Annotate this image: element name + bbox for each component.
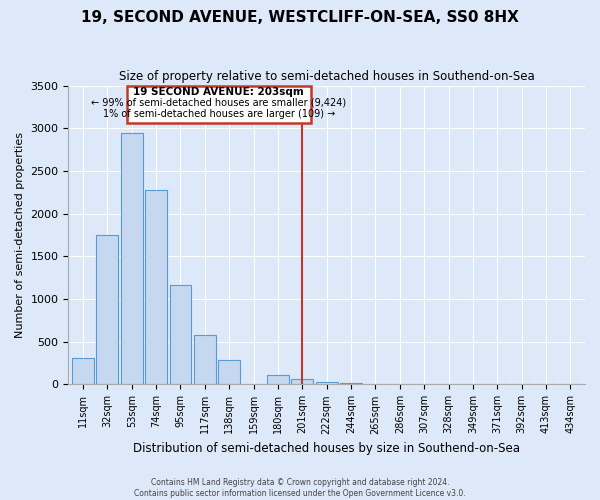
Bar — [170, 286, 191, 384]
Bar — [194, 335, 216, 384]
Bar — [218, 360, 240, 384]
Bar — [97, 235, 118, 384]
FancyBboxPatch shape — [127, 86, 311, 123]
Y-axis label: Number of semi-detached properties: Number of semi-detached properties — [15, 132, 25, 338]
Title: Size of property relative to semi-detached houses in Southend-on-Sea: Size of property relative to semi-detach… — [119, 70, 535, 83]
Bar — [267, 375, 289, 384]
Text: Contains HM Land Registry data © Crown copyright and database right 2024.
Contai: Contains HM Land Registry data © Crown c… — [134, 478, 466, 498]
Bar — [145, 190, 167, 384]
Bar — [72, 358, 94, 384]
X-axis label: Distribution of semi-detached houses by size in Southend-on-Sea: Distribution of semi-detached houses by … — [133, 442, 520, 455]
Text: ← 99% of semi-detached houses are smaller (9,424): ← 99% of semi-detached houses are smalle… — [91, 98, 346, 108]
Text: 19 SECOND AVENUE: 203sqm: 19 SECOND AVENUE: 203sqm — [133, 88, 304, 98]
Text: 1% of semi-detached houses are larger (109) →: 1% of semi-detached houses are larger (1… — [103, 109, 335, 119]
Bar — [340, 383, 362, 384]
Bar — [121, 132, 143, 384]
Bar — [292, 379, 313, 384]
Bar — [316, 382, 338, 384]
Text: 19, SECOND AVENUE, WESTCLIFF-ON-SEA, SS0 8HX: 19, SECOND AVENUE, WESTCLIFF-ON-SEA, SS0… — [81, 10, 519, 25]
